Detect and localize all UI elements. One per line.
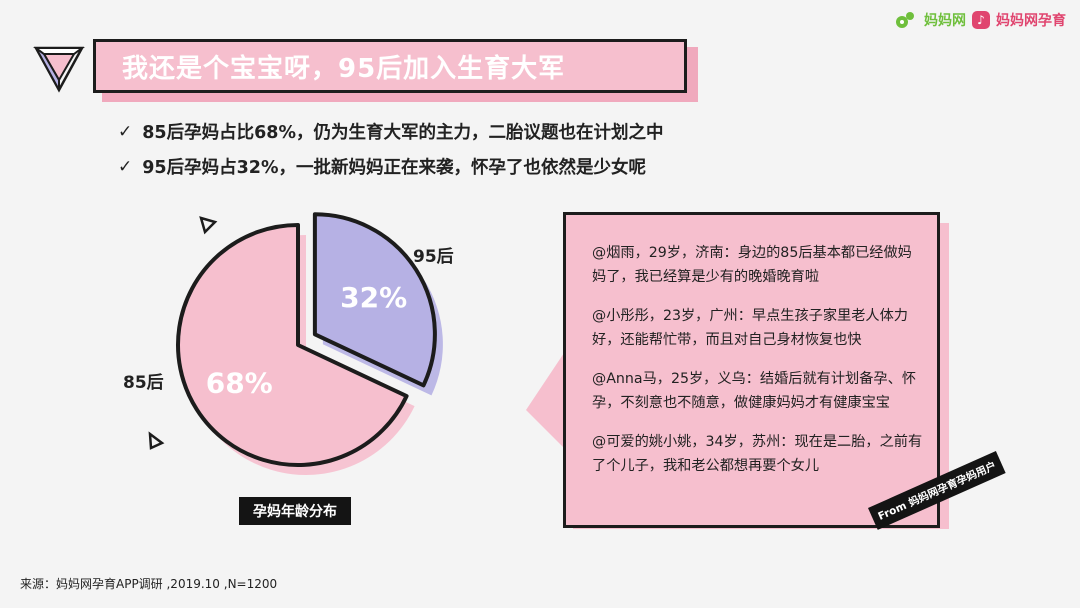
- pie-data-label: 32%: [340, 281, 407, 314]
- slice-label-85: 85后: [123, 373, 164, 393]
- source-note: 来源：妈妈网孕育APP调研 ,2019.10 ,N=1200: [20, 577, 278, 591]
- yunyu-logo-icon: ♪: [972, 11, 990, 29]
- quote-item: @Anna马，25岁，义乌：结婚后就有计划备孕、怀孕，不刻意也不随意，做健康妈妈…: [592, 371, 917, 411]
- bullet-text: 85后孕妈占比68%，仍为生育大军的主力，二胎议题也在计划之中: [142, 123, 664, 143]
- check-icon: ✓: [118, 156, 133, 177]
- bullet-item: ✓ 85后孕妈占比68%，仍为生育大军的主力，二胎议题也在计划之中: [118, 119, 664, 144]
- chart-caption-box: 孕妈年龄分布: [239, 497, 351, 525]
- brand-logo2-text: 妈妈网孕育: [996, 13, 1066, 29]
- slice-label-95: 95后: [413, 247, 454, 267]
- pie-slice: [176, 223, 409, 467]
- triangle-decoration-icon: [33, 46, 85, 93]
- pie-slice: [312, 212, 437, 388]
- quote-item: @烟雨，29岁，济南：身边的85后基本都已经做妈妈了，我已经算是少有的晚婚晚育啦: [592, 245, 912, 285]
- quotes-panel: @烟雨，29岁，济南：身边的85后基本都已经做妈妈了，我已经算是少有的晚婚晚育啦…: [563, 212, 940, 528]
- pie-chart: 68% 32%: [176, 212, 443, 475]
- play-triangle-icon: [148, 431, 165, 450]
- page-title: 我还是个宝宝呀，95后加入生育大军: [122, 53, 566, 84]
- check-icon: ✓: [118, 121, 133, 142]
- mmw-logo-icon: [894, 8, 918, 32]
- play-triangle-icon: [199, 216, 218, 235]
- title-banner: 我还是个宝宝呀，95后加入生育大军: [93, 39, 687, 93]
- pie-data-label: 68%: [206, 366, 273, 399]
- chart-title: 孕妈年龄分布: [253, 504, 337, 520]
- bullet-text: 95后孕妈占32%，一批新妈妈正在来袭，怀孕了也依然是少女呢: [142, 158, 646, 178]
- bullet-item: ✓ 95后孕妈占32%，一批新妈妈正在来袭，怀孕了也依然是少女呢: [118, 154, 646, 179]
- brand-logo1-text: 妈妈网: [924, 13, 966, 29]
- speech-pointer: [526, 350, 566, 450]
- quote-item: @可爱的姚小姚，34岁，苏州：现在是二胎，之前有了个儿子，我和老公都想再要个女儿: [592, 434, 923, 474]
- brand-logos: 妈妈网 ♪ 妈妈网孕育: [894, 8, 1066, 32]
- quote-item: @小彤彤，23岁，广州：早点生孩子家里老人体力好，还能帮忙带，而且对自己身材恢复…: [592, 308, 908, 348]
